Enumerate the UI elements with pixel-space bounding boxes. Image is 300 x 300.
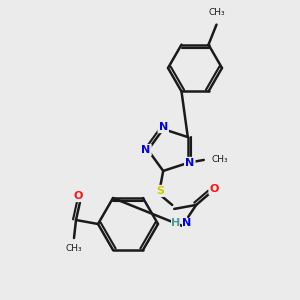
Text: CH₃: CH₃: [66, 244, 82, 253]
Text: CH₃: CH₃: [212, 155, 228, 164]
Text: N: N: [159, 122, 168, 132]
Text: N: N: [141, 145, 151, 155]
Text: O: O: [73, 191, 83, 201]
Text: N: N: [182, 218, 191, 228]
Text: N: N: [185, 158, 194, 168]
Text: O: O: [209, 184, 219, 194]
Text: CH₃: CH₃: [208, 8, 225, 16]
Text: H: H: [171, 218, 180, 228]
Text: S: S: [156, 186, 164, 196]
